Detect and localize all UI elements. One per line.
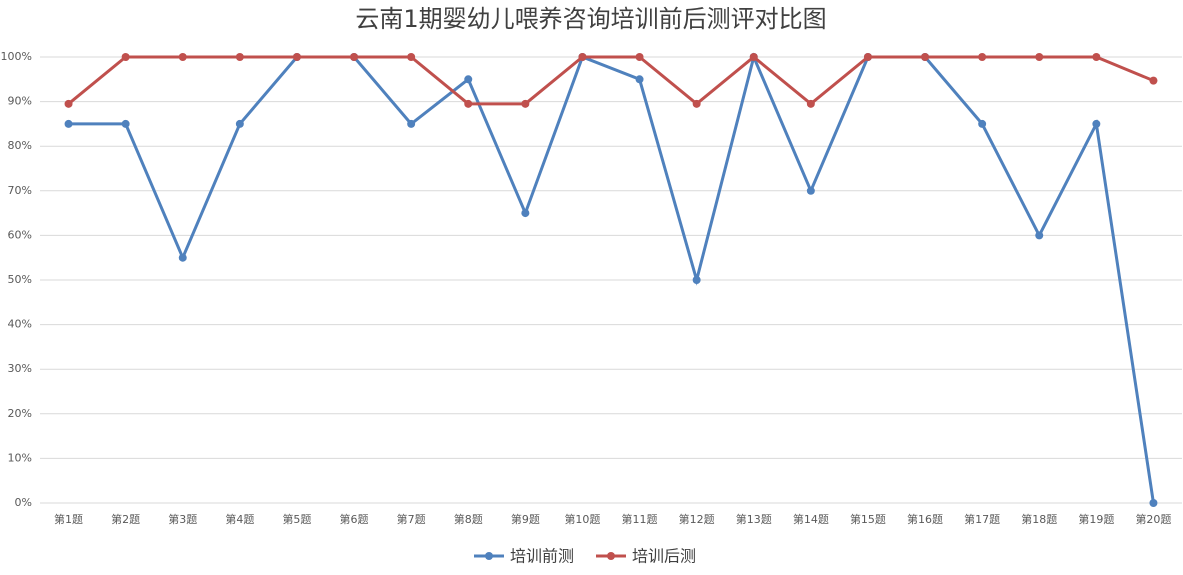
series-line [68,52,1155,504]
y-tick-label: 60% [8,228,32,241]
data-point [635,53,644,61]
y-tick-label: 80% [8,139,32,152]
data-point [350,53,359,61]
y-tick-label: 100% [1,50,32,63]
x-tick-label: 第13题 [736,512,772,526]
data-point [464,99,473,108]
legend-label: 培训前测 [510,547,574,566]
x-tick-label: 第10题 [564,512,600,526]
data-point [578,53,587,61]
data-point [692,276,701,284]
x-tick-label: 第1题 [54,512,83,526]
y-tick-label: 50% [8,273,32,286]
x-tick-label: 第5题 [282,512,311,526]
data-point [464,75,473,84]
data-point [1035,231,1044,240]
y-tick-label: 0% [15,496,32,509]
x-tick-label: 第20题 [1135,512,1171,526]
y-tick-label: 40% [8,318,32,331]
series-line [67,55,1155,106]
data-point [178,53,187,61]
chart-title: 云南1期婴幼儿喂养咨询培训前后测评对比图 [355,5,826,33]
data-point [178,253,187,262]
data-point [292,53,301,61]
data-point [978,119,987,128]
x-tick-label: 第12题 [679,512,715,526]
x-tick-label: 第17题 [964,512,1000,526]
data-point [121,119,130,128]
data-point [749,53,758,61]
data-point [1092,53,1101,61]
x-tick-label: 第15题 [850,512,886,526]
x-tick-label: 第7题 [397,512,426,526]
y-tick-label: 10% [8,451,32,464]
data-point [1149,76,1158,85]
x-tick-label: 第18题 [1021,512,1057,526]
data-point [235,119,244,128]
data-point [692,99,701,108]
data-point [521,99,530,108]
data-point [407,53,416,61]
x-tick-label: 第19题 [1078,512,1114,526]
data-point [1092,119,1101,128]
x-tick-label: 第11题 [622,512,658,526]
data-point [863,53,872,61]
x-tick-label: 第8题 [454,512,483,526]
x-tick-label: 第3题 [168,512,197,526]
data-point [121,53,130,61]
data-point [806,186,815,195]
y-tick-label: 20% [8,407,32,420]
data-point [921,53,930,61]
data-point [64,119,73,128]
data-point [407,119,416,128]
x-tick-label: 第2题 [111,512,140,526]
data-point [1035,53,1044,61]
x-tick-label: 第14题 [793,512,829,526]
y-tick-label: 90% [8,95,32,108]
x-tick-label: 第6题 [340,512,369,526]
data-point [64,99,73,108]
x-tick-label: 第4题 [225,512,254,526]
x-tick-label: 第9题 [511,512,540,526]
data-point [235,53,244,61]
x-tick-label: 第16题 [907,512,943,526]
legend-marker [485,552,493,560]
y-tick-label: 70% [8,184,32,197]
legend-label: 培训后测 [632,547,696,566]
data-point [521,209,530,218]
y-tick-label: 30% [8,362,32,375]
data-point [978,53,987,61]
data-point [1149,499,1158,507]
legend-marker [607,552,615,560]
data-point [806,99,815,108]
data-point [635,75,644,84]
